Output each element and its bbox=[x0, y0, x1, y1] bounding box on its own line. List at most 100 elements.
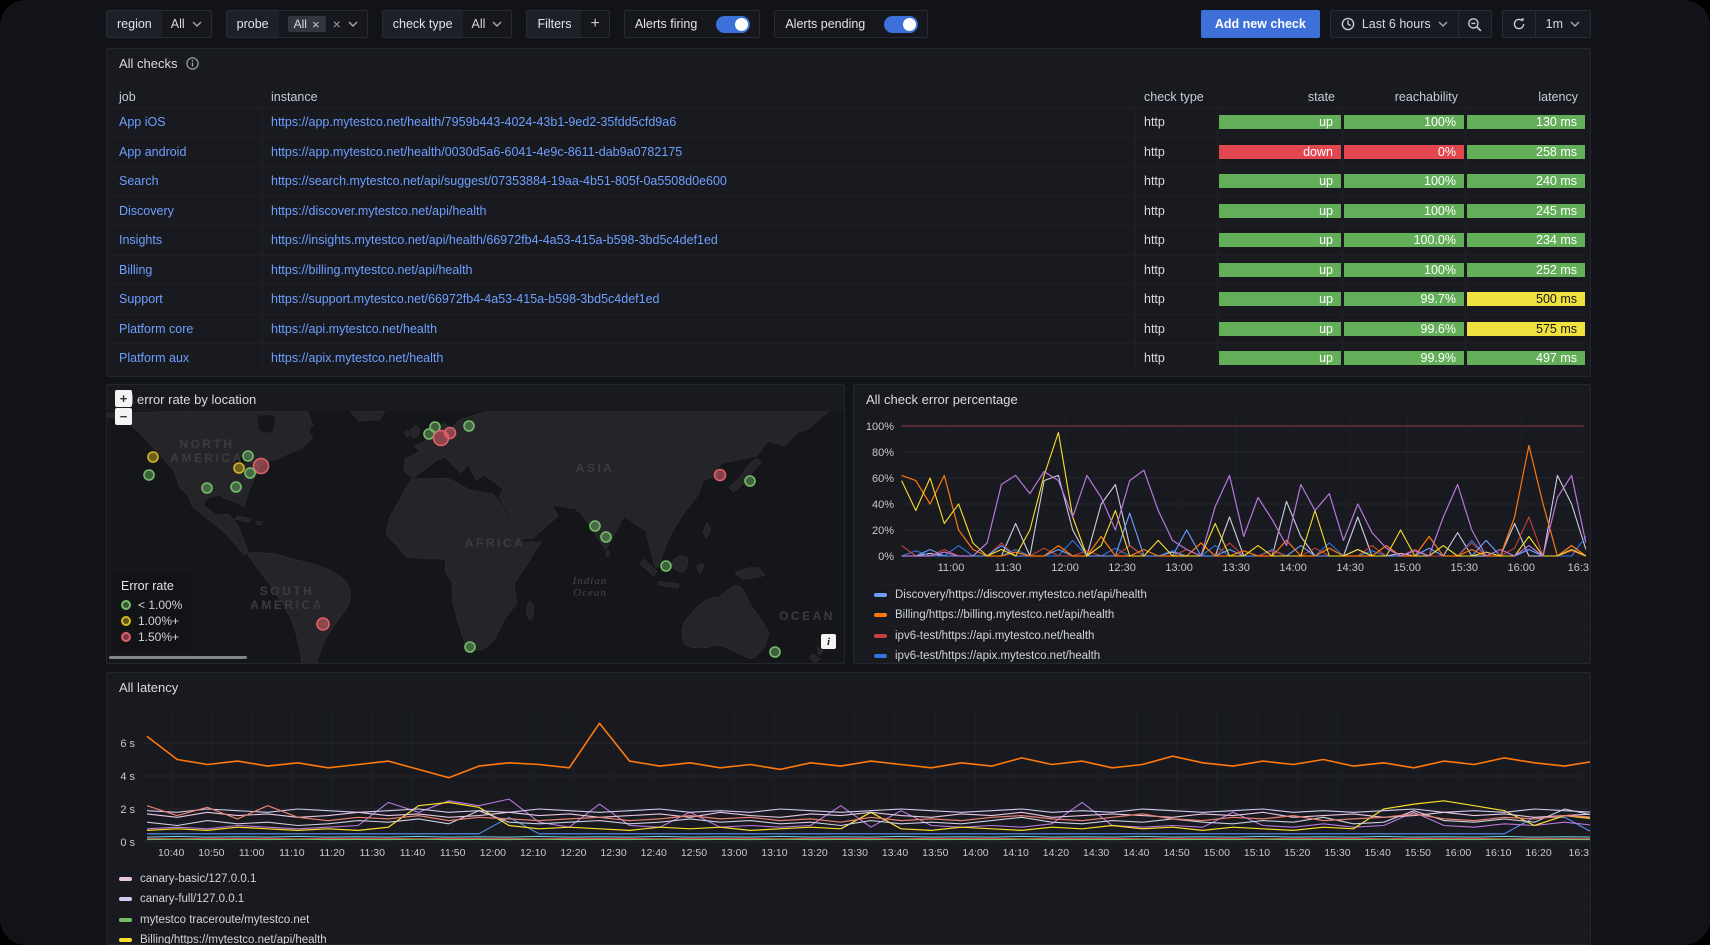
clear-all-icon[interactable]: × bbox=[332, 16, 341, 32]
table-row: App iOS https://app.mytestco.net/health/7… bbox=[111, 107, 1586, 137]
map-marker-ok bbox=[744, 475, 756, 487]
x-axis-tick-label: 15:00 bbox=[1393, 562, 1421, 574]
instance-link[interactable]: https://discover.mytestco.net/api/health bbox=[271, 203, 487, 218]
y-axis-tick-label: 100% bbox=[866, 421, 894, 433]
all-checks-panel: All checks job instance check type state… bbox=[106, 48, 1591, 377]
legend-item[interactable]: canary-full/127.0.0.1 bbox=[119, 888, 1590, 910]
panel-title[interactable]: All error rate by location bbox=[119, 392, 256, 407]
map-marker-ok bbox=[660, 560, 672, 572]
legend-series-name: mytestco traceroute/mytestco.net bbox=[140, 913, 310, 926]
refresh-interval-select[interactable]: 1m bbox=[1536, 11, 1590, 37]
map-marker-layer bbox=[143, 420, 781, 658]
job-link[interactable]: App android bbox=[119, 144, 187, 159]
latency-chart-svg: 0 s 2 s 4 s 6 s 10:40 10:50 11:00 11:10 11:20 11:… bbox=[120, 711, 1590, 859]
column-header-reachability[interactable]: reachability bbox=[1394, 90, 1458, 104]
time-range-button[interactable]: Last 6 hours bbox=[1331, 11, 1458, 37]
zoom-out-button[interactable] bbox=[1459, 11, 1491, 37]
state-badge: up bbox=[1219, 351, 1341, 366]
map-region-label: AMERICA bbox=[170, 451, 244, 465]
map-zoom-in-button[interactable]: + bbox=[115, 390, 132, 407]
column-header-check-type[interactable]: check type bbox=[1144, 90, 1204, 104]
latency-panel: All latency 0 s 2 s 4 s 6 s 10:40 10:50 11:00 1… bbox=[106, 672, 1591, 945]
x-axis-tick-label: 16:3 bbox=[1569, 847, 1590, 859]
region-select[interactable]: All bbox=[162, 11, 211, 37]
alerts-firing-toggle[interactable] bbox=[707, 11, 759, 37]
region-label: region bbox=[107, 11, 162, 37]
job-link[interactable]: Platform core bbox=[119, 321, 194, 336]
map-region-label: OCEAN bbox=[779, 609, 835, 623]
map-attribution-button[interactable]: i bbox=[821, 634, 836, 649]
error-chart-legend: Discovery/https://discover.mytestco.net/… bbox=[854, 584, 1590, 666]
instance-link[interactable]: https://api.mytestco.net/health bbox=[271, 321, 438, 336]
remove-chip-icon[interactable]: × bbox=[311, 16, 320, 32]
map-legend-item: 1.00%+ bbox=[121, 613, 182, 629]
map-scrollbar[interactable] bbox=[109, 656, 247, 659]
legend-item[interactable]: mytestco traceroute/mytestco.net bbox=[119, 909, 1590, 930]
check-type-label: check type bbox=[382, 11, 463, 37]
legend-item[interactable]: ipv6-test/https://apix.mytestco.net/heal… bbox=[874, 645, 1590, 667]
add-filter-button[interactable]: + bbox=[590, 15, 600, 32]
instance-link[interactable]: https://search.mytestco.net/api/suggest/… bbox=[271, 174, 727, 189]
alerts-pending-toggle[interactable] bbox=[875, 11, 927, 37]
x-axis-tick-label: 14:20 bbox=[1043, 847, 1069, 859]
instance-link[interactable]: https://insights.mytestco.net/api/health… bbox=[271, 233, 718, 248]
state-badge: up bbox=[1219, 292, 1341, 307]
alerts-pending-control: Alerts pending bbox=[774, 10, 929, 38]
table-row: Search https://search.mytestco.net/api/su… bbox=[111, 166, 1586, 196]
job-link[interactable]: Search bbox=[119, 174, 159, 189]
job-link[interactable]: Billing bbox=[119, 262, 153, 277]
error-rate-map-panel: All error rate by location bbox=[106, 384, 845, 664]
toggle-switch[interactable] bbox=[716, 15, 751, 33]
job-link[interactable]: Support bbox=[119, 292, 163, 307]
x-axis-tick-label: 13:50 bbox=[922, 847, 948, 859]
map-zoom-out-button[interactable]: − bbox=[115, 408, 132, 425]
add-new-check-button[interactable]: Add new check bbox=[1200, 10, 1320, 38]
x-axis-tick-label: 11:40 bbox=[400, 847, 426, 859]
panel-title[interactable]: All check error percentage bbox=[866, 392, 1018, 407]
legend-item[interactable]: canary-basic/127.0.0.1 bbox=[119, 868, 1590, 889]
x-axis-tick-label: 11:50 bbox=[440, 847, 466, 859]
x-axis-tick-label: 12:30 bbox=[600, 847, 626, 859]
instance-link[interactable]: https://billing.mytestco.net/api/health bbox=[271, 262, 473, 277]
map-marker-crit bbox=[443, 426, 457, 440]
x-axis-tick-label: 10:50 bbox=[198, 847, 224, 859]
x-axis-tick-label: 13:10 bbox=[761, 847, 787, 859]
info-icon[interactable] bbox=[185, 57, 199, 70]
instance-link[interactable]: https://app.mytestco.net/health/0030d5a6… bbox=[271, 144, 683, 159]
legend-item[interactable]: Billing/https://mytestco.net/api/health bbox=[119, 929, 1590, 944]
x-axis-tick-label: 16:3 bbox=[1568, 562, 1589, 574]
legend-series-name: Billing/https://billing.mytestco.net/api… bbox=[895, 609, 1115, 622]
legend-series-swatch bbox=[874, 633, 887, 638]
job-link[interactable]: Discovery bbox=[119, 203, 174, 218]
job-link[interactable]: Platform aux bbox=[119, 351, 190, 366]
map-legend: Error rate < 1.00% 1.00%+ 1.50%+ bbox=[113, 573, 193, 651]
legend-item[interactable]: ipv6-test/https://api.mytestco.net/healt… bbox=[874, 625, 1590, 646]
legend-item[interactable]: Billing/https://billing.mytestco.net/api… bbox=[874, 604, 1590, 626]
panel-title[interactable]: All latency bbox=[119, 680, 178, 695]
map-marker-ok bbox=[429, 421, 441, 433]
job-link[interactable]: Insights bbox=[119, 233, 163, 248]
toggle-switch[interactable] bbox=[884, 15, 919, 33]
panel-title[interactable]: All checks bbox=[119, 56, 199, 73]
legend-dot-green bbox=[121, 600, 131, 610]
instance-link[interactable]: https://support.mytestco.net/66972fb4-4a… bbox=[271, 292, 660, 307]
series-line bbox=[146, 805, 1590, 823]
instance-link[interactable]: https://apix.mytestco.net/health bbox=[271, 351, 444, 366]
refresh-button[interactable] bbox=[1503, 11, 1535, 37]
column-header-job[interactable]: job bbox=[119, 90, 136, 104]
column-header-latency[interactable]: latency bbox=[1538, 90, 1578, 104]
y-axis-tick-label: 60% bbox=[872, 473, 894, 485]
x-axis-tick-label: 11:10 bbox=[279, 847, 305, 859]
check-type-select[interactable]: All bbox=[463, 11, 512, 37]
probe-chip[interactable]: All × bbox=[287, 16, 326, 32]
x-axis-tick-label: 12:10 bbox=[520, 847, 546, 859]
job-link[interactable]: App iOS bbox=[119, 115, 166, 130]
reachability-value-badge: 99.9% bbox=[1344, 351, 1464, 366]
legend-item[interactable]: Discovery/https://discover.mytestco.net/… bbox=[874, 584, 1590, 605]
legend-series-name: canary-full/127.0.0.1 bbox=[140, 893, 245, 906]
probe-select[interactable]: All × × bbox=[279, 11, 367, 37]
instance-link[interactable]: https://app.mytestco.net/health/7959b443… bbox=[271, 115, 677, 130]
column-header-state[interactable]: state bbox=[1307, 90, 1335, 104]
legend-series-swatch bbox=[119, 938, 132, 943]
column-header-instance[interactable]: instance bbox=[271, 90, 318, 104]
